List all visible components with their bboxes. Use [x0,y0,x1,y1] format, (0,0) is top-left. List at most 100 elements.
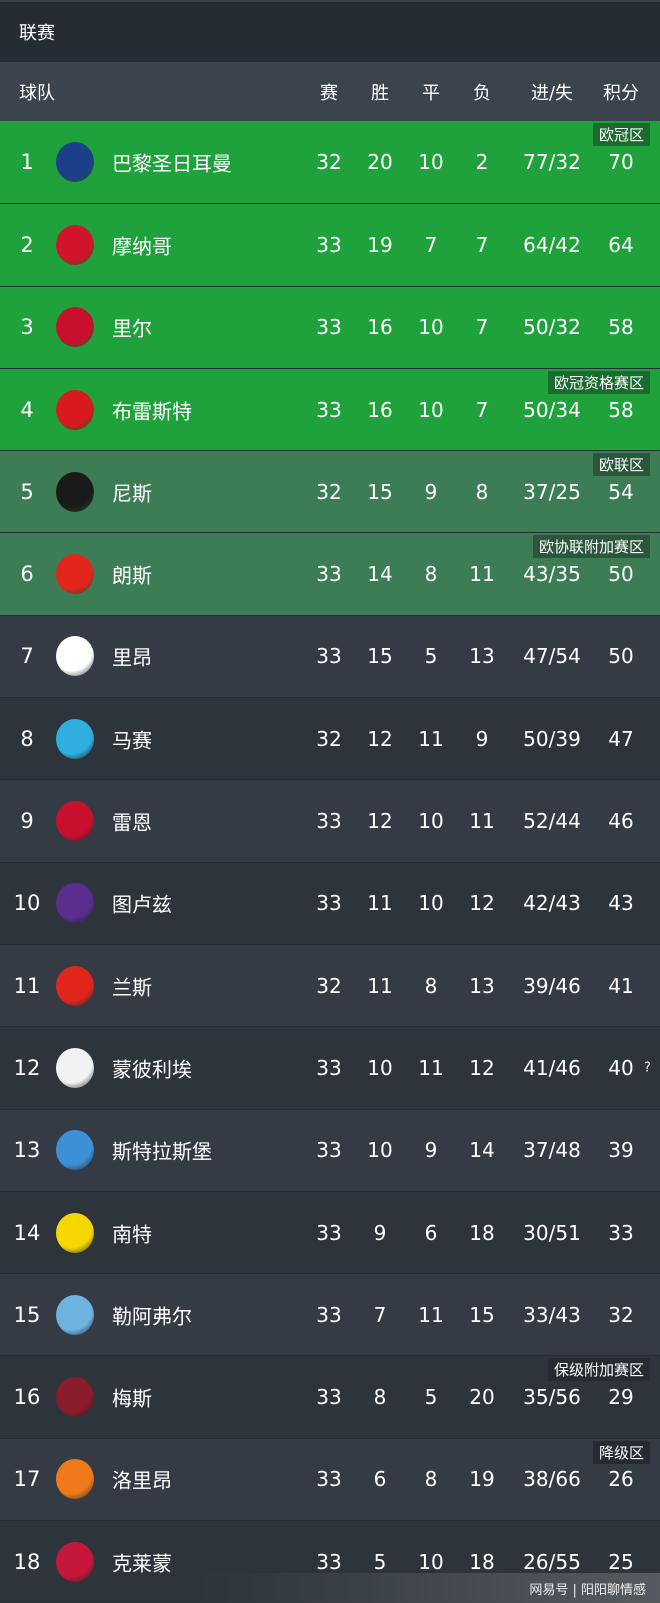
cell-l: 18 [469,1220,495,1245]
table-row[interactable]: 10 图卢兹 33 11 10 12 42/43 43 [0,861,660,944]
cell-p: 33 [316,1467,342,1492]
cell-g: 37/48 [523,1138,581,1163]
cell-pts: 33 [608,1220,634,1245]
cell-l: 7 [475,315,489,340]
cell-d: 10 [418,809,444,834]
cell-d: 11 [418,726,444,751]
cell-p: 32 [316,726,342,751]
team-name[interactable]: 斯特拉斯堡 [112,1139,212,1164]
cell-g: 41/46 [523,1055,581,1080]
lorient-logo-icon [56,1459,94,1500]
table-row[interactable]: 1 巴黎圣日耳曼 32 20 10 2 77/32 70 欧冠区 [0,121,660,204]
col-team: 球队 [19,82,55,104]
cell-p: 33 [316,1385,342,1410]
cell-g: 52/44 [523,809,581,834]
cell-l: 7 [475,232,489,257]
table-row[interactable]: 6 朗斯 33 14 8 11 43/35 50 欧协联附加赛区 [0,532,660,615]
cell-pts: 47 [608,726,634,751]
cell-pts: 58 [608,315,634,340]
table-row[interactable]: 9 雷恩 33 12 10 11 52/44 46 [0,779,660,862]
cell-p: 33 [316,1302,342,1327]
cell-g: 50/32 [523,315,581,340]
cell-w: 9 [373,1220,387,1245]
team-name[interactable]: 蒙彼利埃 [112,1057,192,1082]
team-name[interactable]: 马赛 [112,728,152,753]
rank: 1 [20,150,34,175]
cell-l: 13 [469,973,495,998]
rank: 17 [13,1467,41,1492]
cell-g: 38/66 [523,1467,581,1492]
footer-watermark: 网易号 | 阳阳聊情感 [0,1573,660,1603]
cell-w: 12 [367,726,393,751]
cell-w: 16 [367,315,393,340]
team-name[interactable]: 布雷斯特 [112,399,192,424]
table-row[interactable]: 11 兰斯 32 11 8 13 39/46 41 [0,943,660,1027]
cell-g: 43/35 [523,562,581,587]
col-drawn: 平 [422,82,440,104]
team-name[interactable]: 南特 [112,1222,152,1246]
cell-pts: 32 [608,1302,634,1327]
league-title-bar: 联赛 [0,0,660,62]
team-name[interactable]: 尼斯 [112,481,152,506]
team-name[interactable]: 里尔 [112,316,152,341]
cell-pts: 58 [608,397,634,422]
team-name[interactable]: 洛里昂 [112,1468,172,1493]
table-row[interactable]: 13 斯特拉斯堡 33 10 9 14 37/48 39 [0,1108,660,1191]
cell-w: 8 [373,1385,387,1410]
team-name[interactable]: 摩纳哥 [112,234,172,259]
col-played: 赛 [320,82,338,104]
team-name[interactable]: 图卢兹 [112,892,172,917]
team-name[interactable]: 巴黎圣日耳曼 [112,151,232,176]
table-row[interactable]: 15 勒阿弗尔 33 7 11 15 33/43 32 [0,1273,660,1356]
cell-g: 39/46 [523,973,581,998]
cell-w: 5 [373,1549,387,1574]
team-name[interactable]: 勒阿弗尔 [112,1304,192,1329]
cell-d: 8 [424,562,438,587]
table-row[interactable]: 12 蒙彼利埃 33 10 11 12 41/46 40? [0,1026,660,1109]
cell-p: 33 [316,1055,342,1080]
table-row[interactable]: 5 尼斯 32 15 9 8 37/25 54 欧联区 [0,450,660,533]
cell-d: 10 [418,150,444,175]
col-lost: 负 [473,82,491,104]
team-name[interactable]: 克莱蒙 [112,1551,172,1576]
cell-l: 2 [475,150,489,175]
cell-p: 32 [316,150,342,175]
table-row[interactable]: 3 里尔 33 16 10 7 50/32 58 [0,285,660,368]
cell-w: 11 [367,973,393,998]
cell-d: 10 [418,891,444,916]
rank: 2 [20,232,34,257]
table-row[interactable]: 2 摩纳哥 33 19 7 7 64/42 64 [0,203,660,286]
rank: 8 [20,726,34,751]
cell-p: 33 [316,232,342,257]
monaco-logo-icon [56,224,94,265]
cell-g: 47/54 [523,644,581,669]
cell-p: 33 [316,891,342,916]
table-row[interactable]: 17 洛里昂 33 6 8 19 38/66 26 降级区 [0,1437,660,1521]
cell-d: 6 [424,1220,438,1245]
table-row[interactable]: 4 布雷斯特 33 16 10 7 50/34 58 欧冠资格赛区 [0,367,660,451]
cell-l: 12 [469,1055,495,1080]
table-row[interactable]: 16 梅斯 33 8 5 20 35/56 29 保级附加赛区 [0,1355,660,1438]
table-row[interactable]: 14 南特 33 9 6 18 30/51 33 [0,1190,660,1274]
cell-p: 32 [316,479,342,504]
cell-l: 9 [475,726,489,751]
team-name[interactable]: 兰斯 [112,975,152,1000]
rank: 10 [13,891,41,916]
standings-table: 1 巴黎圣日耳曼 32 20 10 2 77/32 70 欧冠区 2 摩纳哥 33 19 7 7 64/42 6… [0,121,660,1603]
rank: 14 [13,1220,41,1245]
team-name[interactable]: 梅斯 [112,1386,152,1411]
rank: 5 [20,479,34,504]
team-name[interactable]: 朗斯 [112,563,152,588]
brest-logo-icon [56,389,94,430]
psg-logo-icon [56,142,94,183]
team-name[interactable]: 里昂 [112,645,152,670]
cell-p: 33 [316,562,342,587]
cell-p: 33 [316,1138,342,1163]
table-row[interactable]: 8 马赛 32 12 11 9 50/39 47 [0,697,660,780]
team-name[interactable]: 雷恩 [112,810,152,835]
help-icon[interactable]: ? [644,1060,651,1076]
table-row[interactable]: 7 里昂 33 15 5 13 47/54 50 [0,614,660,698]
marseille-logo-icon [56,718,94,759]
cell-w: 10 [367,1138,393,1163]
cell-w: 11 [367,891,393,916]
